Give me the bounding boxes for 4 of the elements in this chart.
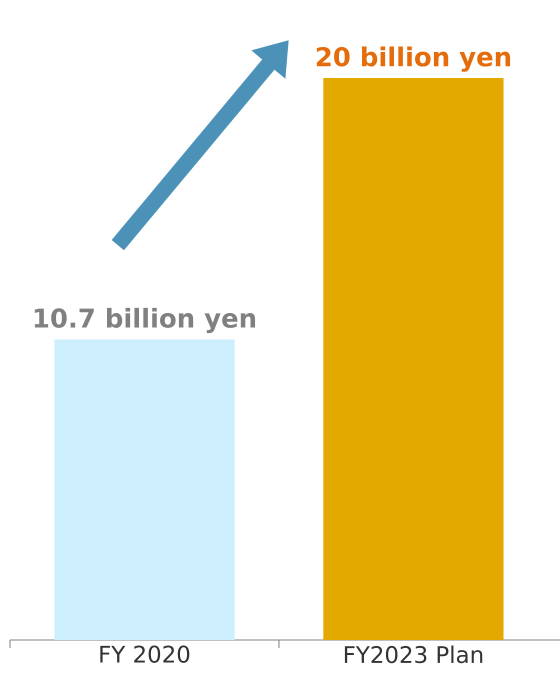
x-tick-label: FY2023 Plan — [344, 646, 482, 664]
data-label: 20 billion yen — [316, 46, 510, 72]
x-tick-label: FY 2020 — [100, 646, 190, 663]
data-label: 10.7 billion yen — [34, 308, 255, 334]
